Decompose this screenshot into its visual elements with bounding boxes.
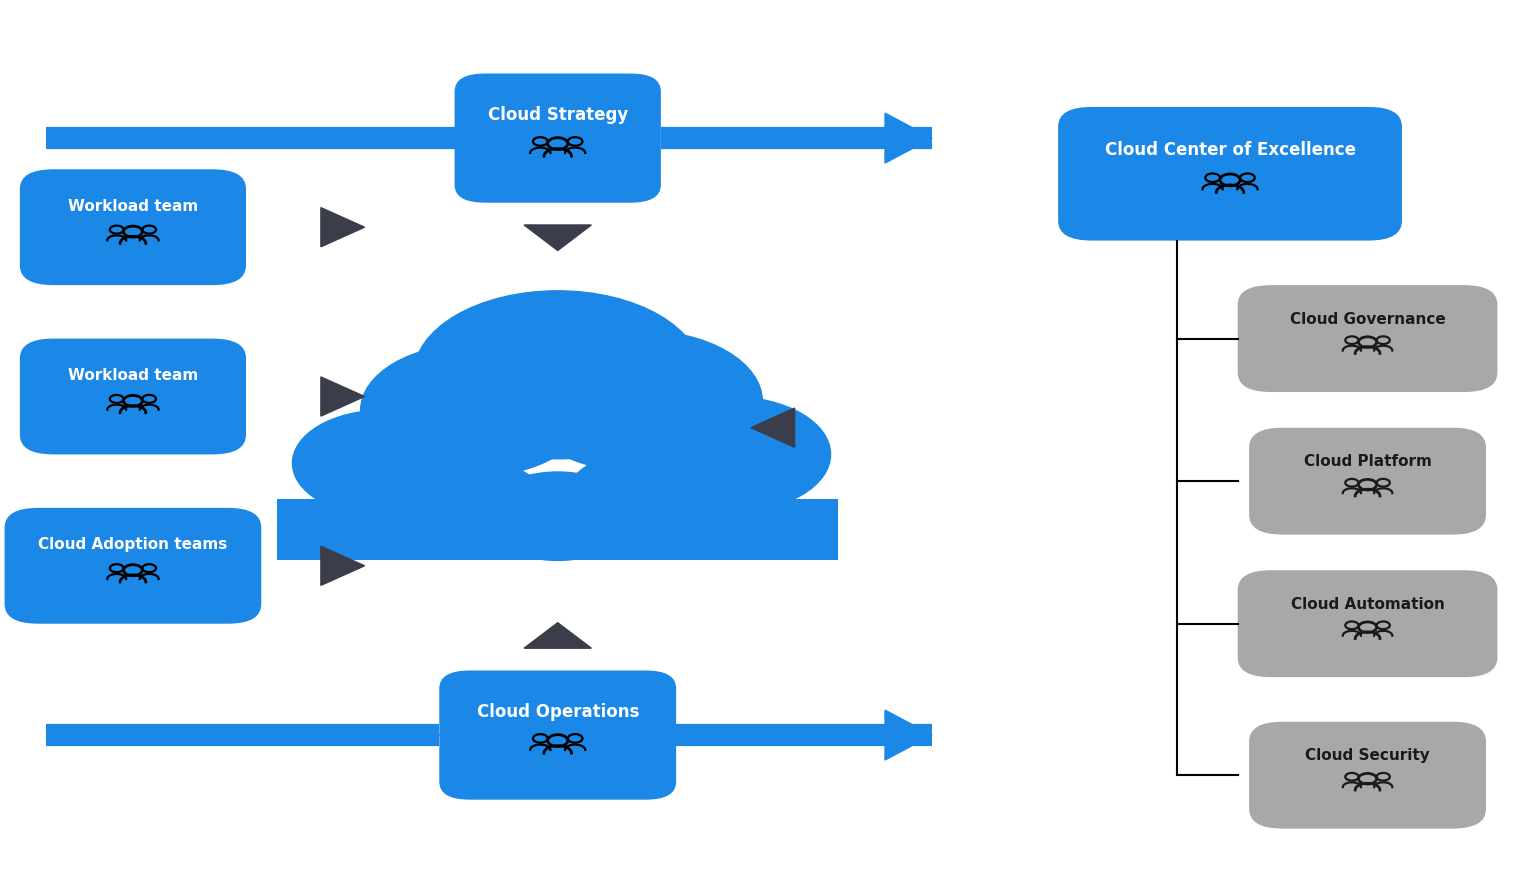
Text: Workload team: Workload team [67, 199, 199, 214]
Polygon shape [524, 225, 591, 250]
Polygon shape [321, 546, 365, 585]
Text: Cloud Security: Cloud Security [1305, 748, 1430, 764]
Polygon shape [455, 113, 501, 163]
Polygon shape [440, 710, 486, 760]
FancyBboxPatch shape [455, 74, 662, 202]
Circle shape [520, 331, 762, 472]
Circle shape [414, 290, 701, 459]
Text: Cloud Automation: Cloud Automation [1291, 597, 1444, 612]
Circle shape [565, 450, 732, 547]
Text: Cloud Operations: Cloud Operations [477, 703, 639, 721]
FancyBboxPatch shape [1059, 107, 1403, 241]
FancyBboxPatch shape [440, 670, 675, 800]
FancyBboxPatch shape [1238, 285, 1497, 392]
Text: Cloud Governance: Cloud Governance [1290, 312, 1445, 327]
Circle shape [361, 344, 588, 477]
FancyBboxPatch shape [277, 499, 839, 560]
Text: Cloud Strategy: Cloud Strategy [487, 106, 628, 124]
FancyBboxPatch shape [20, 169, 246, 285]
FancyBboxPatch shape [5, 508, 261, 624]
Polygon shape [885, 113, 932, 163]
FancyBboxPatch shape [1250, 722, 1485, 829]
FancyBboxPatch shape [1250, 428, 1485, 535]
FancyBboxPatch shape [1238, 570, 1497, 677]
Circle shape [292, 410, 474, 516]
Polygon shape [321, 377, 365, 416]
Text: Workload team: Workload team [67, 368, 199, 383]
Polygon shape [750, 408, 795, 447]
Circle shape [384, 459, 550, 556]
FancyBboxPatch shape [20, 339, 246, 454]
Text: Cloud Center of Excellence: Cloud Center of Excellence [1105, 141, 1355, 159]
Polygon shape [885, 710, 932, 760]
Polygon shape [524, 623, 591, 649]
Text: Cloud Adoption teams: Cloud Adoption teams [38, 537, 228, 552]
Text: Cloud Platform: Cloud Platform [1303, 454, 1432, 470]
Polygon shape [321, 208, 365, 247]
Circle shape [481, 472, 634, 560]
Circle shape [634, 396, 831, 511]
